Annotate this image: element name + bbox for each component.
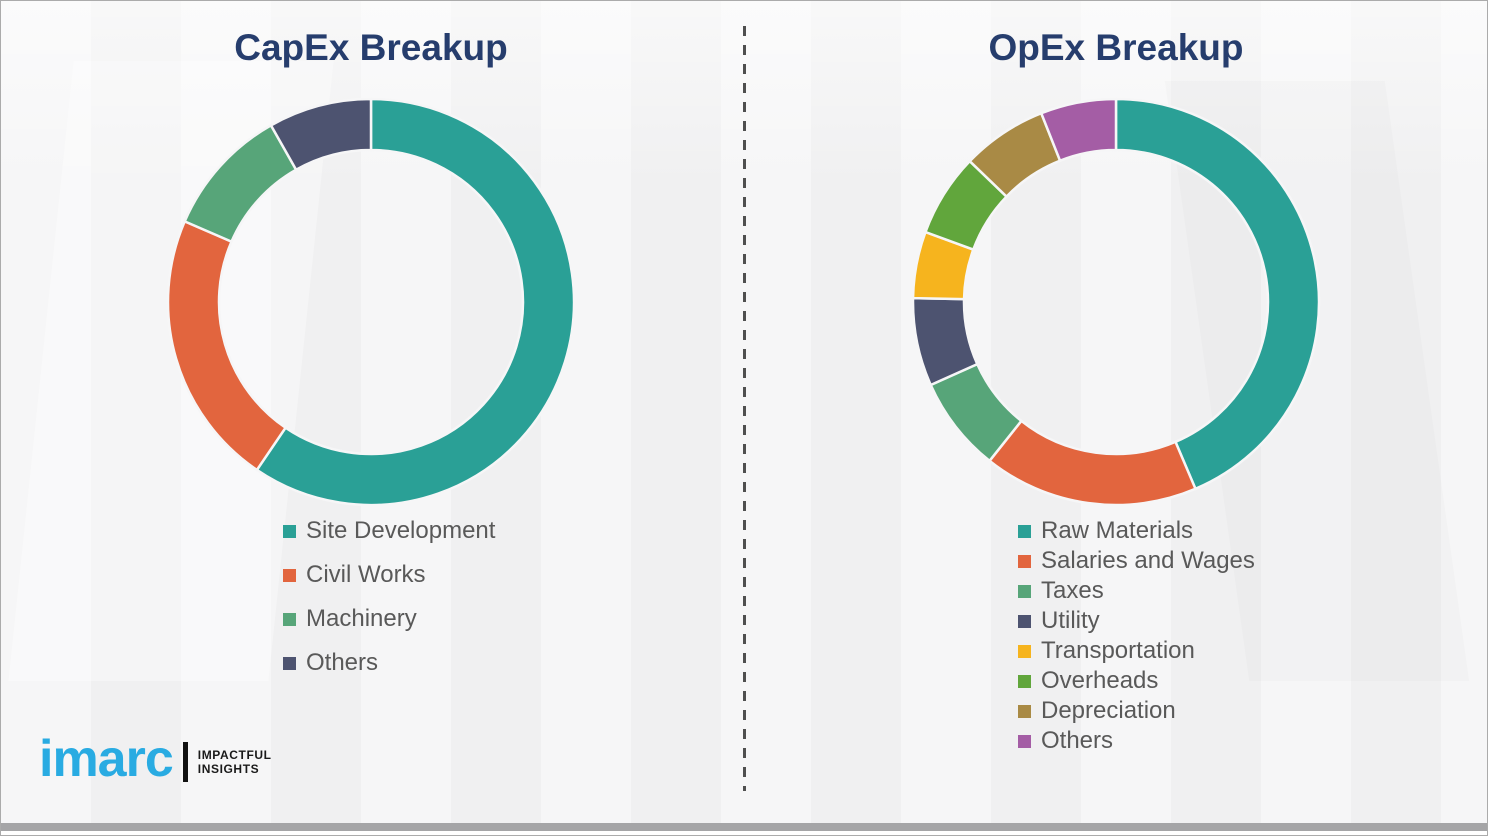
bottom-edge-strip	[1, 831, 1487, 835]
imarc-logo-wordmark: imarc	[39, 730, 174, 788]
legend-swatch	[1018, 704, 1031, 718]
legend-label: Site Development	[306, 517, 496, 544]
legend-label: Others	[1041, 727, 1114, 754]
legend-swatch	[1018, 524, 1031, 538]
donut-segment-others	[1039, 97, 1118, 163]
legend-item-site-development: Site Development	[283, 509, 495, 553]
capex-chart-title: CapEx Breakup	[234, 27, 508, 68]
donut-segment-raw-materials	[1114, 97, 1321, 491]
imarc-tagline-line1: IMPACTFUL	[197, 748, 272, 762]
legend-label: Salaries and Wages	[1041, 547, 1255, 574]
legend-item-civil-works: Civil Works	[283, 553, 495, 597]
legend-label: Raw Materials	[1041, 517, 1194, 544]
legend-item-salaries-and-wages: Salaries and Wages	[1018, 546, 1255, 576]
legend-label: Overheads	[1041, 667, 1159, 694]
legend-item-overheads: Overheads	[1018, 666, 1255, 696]
legend-label: Civil Works	[306, 561, 426, 588]
opex-legend: Raw Materials Salaries and Wages Taxes Util…	[1018, 516, 1255, 756]
legend-item-others: Others	[283, 641, 495, 685]
legend-label: Utility	[1041, 607, 1100, 634]
donut-segment-others	[269, 97, 373, 172]
legend-label: Depreciation	[1041, 697, 1176, 724]
imarc-tagline-line2: INSIGHTS	[197, 762, 260, 776]
legend-swatch	[1018, 674, 1031, 688]
donut-segment-salaries-and-wages	[987, 419, 1198, 507]
capex-legend: Site Development Civil Works Machinery Othe…	[283, 509, 495, 685]
legend-swatch	[1018, 614, 1031, 628]
legend-swatch	[283, 612, 296, 626]
legend-swatch	[1018, 584, 1031, 598]
legend-swatch	[1018, 734, 1031, 748]
opex-donut-chart	[911, 97, 1321, 507]
legend-item-utility: Utility	[1018, 606, 1255, 636]
legend-swatch	[1018, 554, 1031, 568]
legend-item-taxes: Taxes	[1018, 576, 1255, 606]
opex-chart-title: OpEx Breakup	[988, 27, 1244, 68]
legend-item-raw-materials: Raw Materials	[1018, 516, 1255, 546]
legend-swatch	[283, 656, 296, 670]
imarc-logo-divider-bar	[182, 742, 188, 782]
legend-item-depreciation: Depreciation	[1018, 696, 1255, 726]
legend-swatch	[283, 524, 296, 538]
donut-segment-civil-works	[166, 219, 288, 472]
legend-item-others: Others	[1018, 726, 1255, 756]
legend-item-transportation: Transportation	[1018, 636, 1255, 666]
dashed-divider	[743, 26, 746, 791]
capex-donut-chart	[166, 97, 576, 507]
imarc-logo: imarc IMPACTFUL INSIGHTS	[39, 733, 272, 785]
legend-label: Transportation	[1041, 637, 1195, 664]
imarc-logo-tagline: IMPACTFUL INSIGHTS	[198, 748, 272, 776]
bottom-border-bar	[1, 823, 1487, 831]
legend-swatch	[1018, 644, 1031, 658]
legend-item-machinery: Machinery	[283, 597, 495, 641]
donut-segment-machinery	[183, 123, 298, 244]
legend-label: Others	[306, 649, 379, 676]
legend-swatch	[283, 568, 296, 582]
donut-segment-site-development	[255, 97, 576, 507]
legend-label: Taxes	[1041, 577, 1104, 604]
legend-label: Machinery	[306, 605, 417, 632]
